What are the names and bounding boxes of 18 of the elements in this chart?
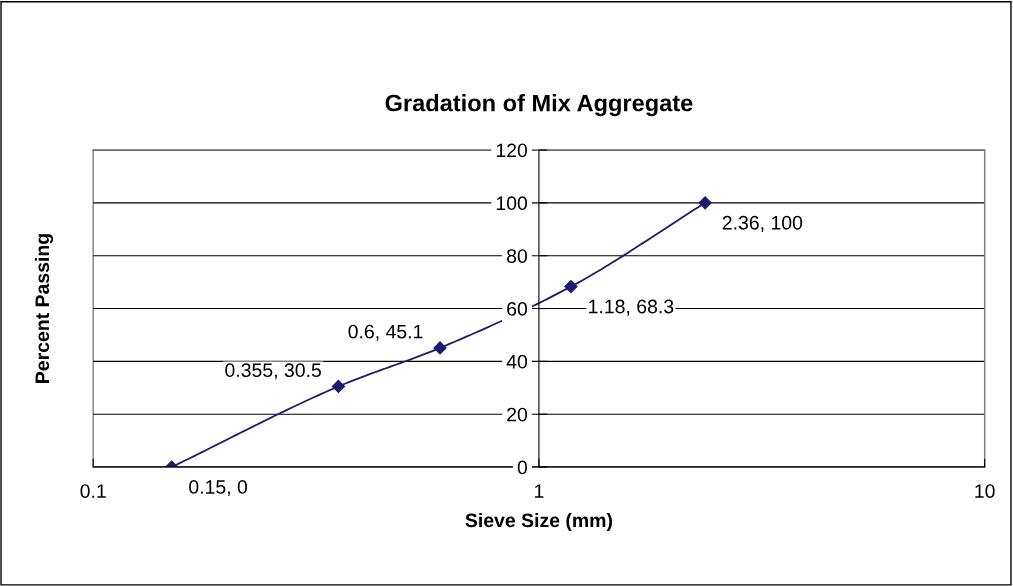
y-axis-title: Percent Passing: [34, 234, 54, 383]
y-tick-label: 80: [507, 249, 528, 263]
y-tick-label: 100: [496, 196, 528, 211]
chart-title: Gradation of Mix Aggregate: [385, 94, 693, 117]
y-tick-label: 20: [507, 407, 528, 422]
x-axis-title: Sieve Size (mm): [465, 512, 612, 532]
y-tick-label: 0: [517, 460, 528, 475]
x-tick-label: 10: [975, 484, 995, 498]
annotation: 2.36, 100: [722, 215, 803, 232]
annotation: 0.355, 30.5: [225, 363, 321, 380]
x-tick-label: 0.1: [80, 484, 106, 498]
annotation: 0.15, 0: [189, 480, 248, 497]
annotation: 1.18, 68.3: [589, 299, 674, 316]
y-tick-label: 120: [496, 143, 528, 158]
y-tick-label: 60: [507, 302, 528, 316]
y-tick-label: 40: [506, 354, 528, 369]
annotation: 0.6, 45.1: [348, 324, 423, 341]
x-tick-label: 1: [534, 484, 544, 498]
